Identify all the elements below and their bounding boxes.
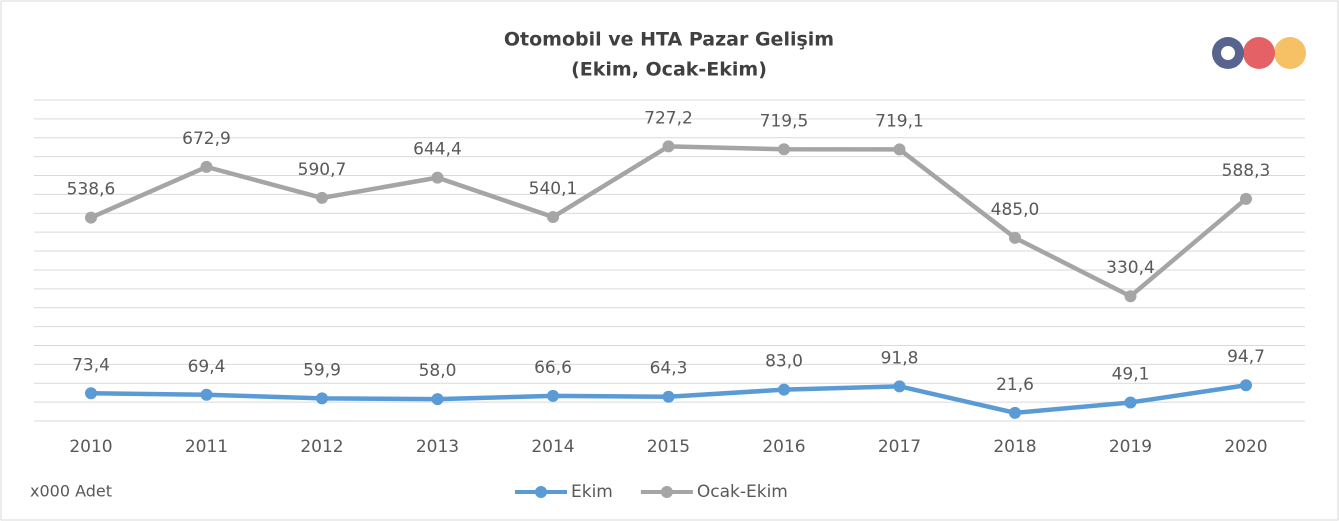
chart-title: Otomobil ve HTA Pazar Gelişim xyxy=(504,29,834,51)
x-tick-label: 2014 xyxy=(531,437,574,457)
data-point xyxy=(662,390,675,403)
data-point xyxy=(200,160,213,173)
data-label: 330,4 xyxy=(1106,258,1155,278)
data-point xyxy=(85,387,97,400)
data-label: 59,9 xyxy=(303,360,341,380)
data-label: 69,4 xyxy=(188,357,226,377)
x-tick-label: 2018 xyxy=(993,437,1036,457)
data-point xyxy=(778,383,790,396)
data-label: 540,1 xyxy=(529,179,578,199)
data-label: 719,1 xyxy=(875,111,924,131)
data-label: 590,7 xyxy=(298,160,347,180)
data-label: 83,0 xyxy=(765,352,803,372)
x-tick-label: 2011 xyxy=(185,437,228,457)
unit-note: x000 Adet xyxy=(30,482,112,501)
data-label: 49,1 xyxy=(1112,364,1150,384)
legend-marker xyxy=(535,486,547,498)
data-point xyxy=(85,211,97,224)
chart-subtitle: (Ekim, Ocak-Ekim) xyxy=(571,59,767,81)
data-label: 538,6 xyxy=(67,180,116,200)
data-point xyxy=(431,393,444,406)
data-point xyxy=(893,143,906,156)
legend-label: Ocak-Ekim xyxy=(697,482,788,502)
data-label: 588,3 xyxy=(1222,161,1271,181)
data-label: 58,0 xyxy=(419,361,457,381)
data-label: 727,2 xyxy=(644,108,693,128)
data-point xyxy=(778,143,790,156)
data-point xyxy=(547,211,559,224)
x-tick-label: 2013 xyxy=(416,437,459,457)
data-point xyxy=(316,191,328,204)
data-point xyxy=(1240,192,1252,205)
data-label: 73,4 xyxy=(72,355,110,375)
data-label: 485,0 xyxy=(991,200,1040,220)
x-tick-label: 2020 xyxy=(1224,437,1267,457)
data-point xyxy=(200,388,213,401)
x-tick-label: 2010 xyxy=(69,437,112,457)
data-label: 644,4 xyxy=(413,140,462,160)
data-label: 672,9 xyxy=(182,129,231,149)
legend-marker xyxy=(660,486,673,498)
data-label: 94,7 xyxy=(1227,347,1265,367)
data-label: 64,3 xyxy=(650,359,688,379)
x-tick-label: 2016 xyxy=(762,437,805,457)
data-point xyxy=(547,389,559,402)
data-label: 66,6 xyxy=(534,358,572,378)
data-label: 719,5 xyxy=(760,111,809,131)
data-point xyxy=(1009,406,1021,419)
data-label: 91,8 xyxy=(881,348,919,368)
x-tick-label: 2017 xyxy=(878,437,921,457)
legend-label: Ekim xyxy=(571,482,613,502)
logo xyxy=(1212,37,1306,69)
data-point xyxy=(431,171,444,184)
data-point xyxy=(1124,396,1137,409)
x-tick-label: 2015 xyxy=(647,437,690,457)
x-tick-label: 2019 xyxy=(1109,437,1152,457)
data-point xyxy=(316,392,328,405)
data-point xyxy=(893,380,906,393)
data-point xyxy=(662,140,675,153)
data-point xyxy=(1240,379,1252,392)
data-point xyxy=(1124,290,1137,303)
x-tick-label: 2012 xyxy=(300,437,343,457)
data-point xyxy=(1009,231,1021,244)
data-label: 21,6 xyxy=(996,375,1034,395)
